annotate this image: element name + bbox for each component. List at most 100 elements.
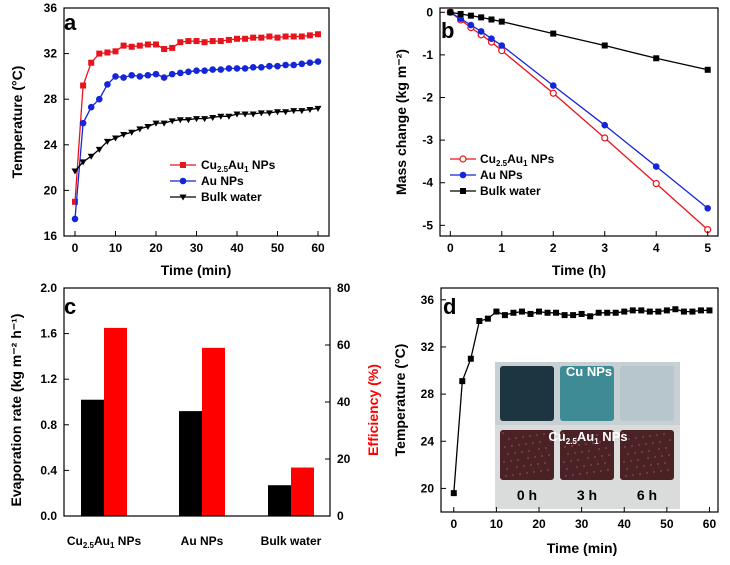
photo-texture [626,452,630,456]
panel-c-y-tick-label: 0.8 [40,418,57,432]
panel-d-series-0-point [561,312,568,319]
panel-a-series-1-point [209,66,216,73]
panel-c-y2-tick-label: 80 [337,281,351,295]
panel-d-series-0-point [612,309,619,316]
panel-a-series-0-point [290,33,297,40]
photo-texture [546,468,550,472]
bar-efficiency [104,327,127,516]
panel-a-series-0-point [209,38,216,45]
photo-texture [524,442,528,446]
panel-a-series-0-point [96,50,103,57]
legend-label-1: Au NPs [201,174,244,188]
panel-a-series-1-point [258,63,265,71]
panel-c-ylabel: Evaporation rate (kg m⁻² h⁻¹) [8,314,24,507]
photo-texture [517,443,521,447]
photo-texture [660,454,664,458]
photo-texture [646,456,650,460]
panel-d-xlabel: Time (min) [547,540,618,556]
photo-texture [644,442,648,446]
photo-texture [561,431,565,435]
panel-a-series-0-point [298,33,305,40]
panel-d-series-0-point [689,308,696,315]
panel-d-series-0-point [697,307,704,314]
photo-texture [566,452,570,456]
photo-texture [535,433,539,437]
photo-cu-sample-2 [620,366,674,421]
photo-texture [653,455,657,459]
panel-d-frame [440,287,719,513]
panel-b-series-0-point [549,89,557,97]
photo-texture [657,447,661,451]
panel-a-series-2-point [112,135,119,142]
panel-d-x-tick-label: 60 [703,517,717,531]
photo-texture [587,449,591,453]
panel-a-series-1-point [128,71,135,79]
photo-texture [578,472,582,476]
bar-efficiency [202,347,225,516]
panel-b-series-2-point [478,14,485,21]
panel-label-d: d [443,294,456,319]
photo-texture [658,440,662,444]
panel-d-x-tick-label: 40 [618,517,632,531]
panel-b-series-2-point [447,9,454,16]
panel-d-x-tick-label: 30 [575,517,589,531]
panel-a-series-0-point [136,42,143,49]
legend-marker [179,194,187,201]
photo-texture [536,462,540,466]
panel-a-series-2-point [306,106,314,113]
panel-d-series-0-point [536,308,543,315]
panel-c-y2-tick-label: 0 [337,509,344,523]
photo-time-label-0: 0 h [517,487,537,503]
panel-a-series-1-point [241,65,249,72]
photo-texture [516,458,520,462]
panel-a-series-1-point [249,63,257,71]
photo-texture [577,443,581,447]
photo-texture [540,454,544,458]
panel-a-series-2-point [160,120,168,127]
photo-texture [593,455,597,459]
panel-a-temperature-chart: a 16 20 24 28 32 36 0 10 20 30 40 50 60 Time (min) T… [9,1,330,278]
photo-texture [603,461,607,465]
panel-a-series-2-point [217,113,225,120]
panel-b-series-2-point [704,66,711,73]
photo-texture [668,438,672,442]
panel-a-series-1-point [225,65,233,72]
panel-b-series-1-point [498,42,506,49]
panel-d-series-0-point [578,310,585,317]
legend-marker [179,177,187,185]
panel-a-series-0-point [104,49,111,56]
panel-a-series-0-point [201,39,208,46]
photo-texture [600,454,604,458]
panel-a-series-2-point [314,105,322,112]
panel-b-series-1-point [704,204,712,212]
bar-evaporation-rate [179,411,202,516]
panel-label-c: c [64,294,76,319]
panel-b-series-2-line [450,11,708,71]
panel-b-x-tick-label: 3 [601,241,608,255]
panel-b-series-2-point [550,30,557,37]
panel-a-series-0-point [250,34,257,41]
panel-a-y-tick-label: 16 [44,229,58,243]
panel-b-series-1-point [652,163,660,170]
panel-a-series-0-point [217,38,224,45]
panel-d-series-0-point [587,313,594,320]
photo-texture [501,431,505,435]
panel-a-series-1-point [112,73,119,80]
photo-texture [529,463,533,467]
photo-texture [571,473,575,477]
panel-d-series-0-point [484,315,491,322]
photo-texture [542,432,546,436]
panel-d-series-0-point [663,307,670,314]
panel-label-b: b [441,18,454,43]
panel-b-series-2-point [498,18,505,25]
photo-texture [648,434,652,438]
panel-b-y-tick-label: 0 [426,5,433,19]
panel-b-series-1-point [601,121,609,129]
panel-a-series-2-point [209,114,217,121]
photo-texture [514,436,518,440]
panel-a-series-2-point [274,109,281,116]
photo-texture [596,462,600,466]
panel-b-series-0-point [652,179,660,188]
panel-d-y-tick-label: 20 [421,481,435,495]
photo-texture [580,450,584,454]
